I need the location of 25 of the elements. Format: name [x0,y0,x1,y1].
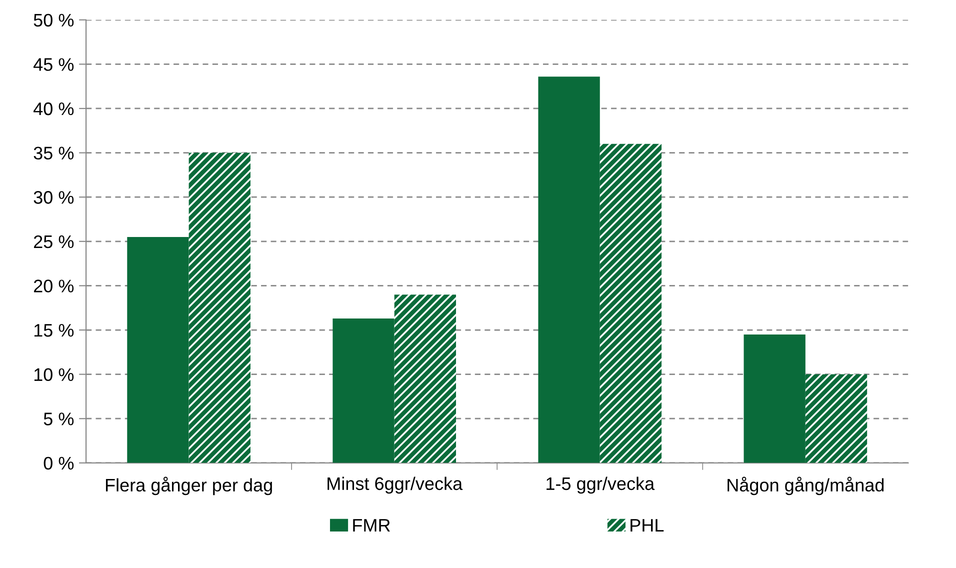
y-tick-label: 5 % [44,412,74,426]
y-tick-label: 35 % [34,146,74,160]
y-tick-label: 25 % [34,235,74,248]
x-tick-label: 1-5 ggr/vecka [546,476,655,494]
y-tick-label: 0 % [44,456,74,470]
bar [805,374,868,463]
bar [127,236,189,463]
y-tick-label: 40 % [33,102,74,116]
y-tick-label: 50 % [34,14,74,27]
legend-label: PHL [630,519,664,532]
x-tick-label: Någon gång/månad [728,476,884,496]
x-tick-label: Minst 6ggr/vecka [328,476,463,494]
legend-label: FMR [353,519,390,532]
bar [538,76,600,463]
bar [188,152,250,463]
bar [332,318,394,463]
y-tick-label: 15 % [34,324,74,337]
y-tick-label: 45 % [33,58,74,71]
bar [600,144,662,463]
y-tick-label: 30 % [34,191,74,204]
x-tick-label: Flera gånger per dag [106,476,272,496]
y-tick-label: 10 % [34,368,74,382]
bar [744,334,806,463]
y-tick-label: 20 % [34,280,74,292]
bar [394,294,456,463]
